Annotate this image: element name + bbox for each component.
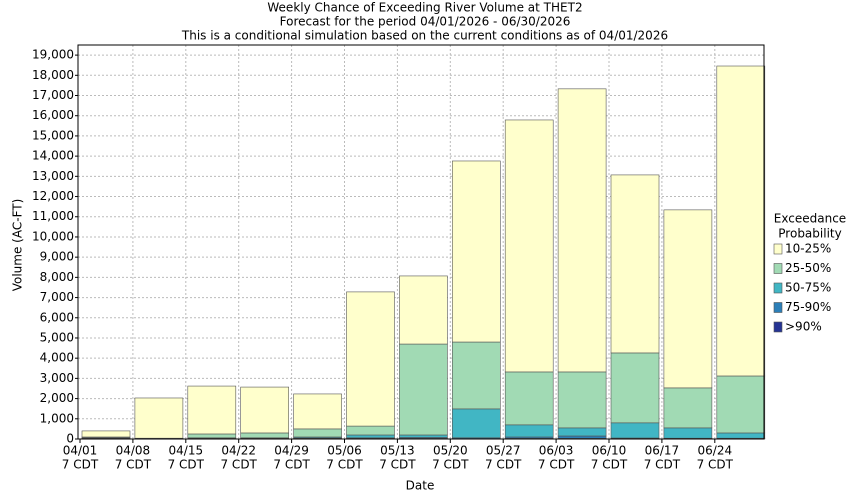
y-tick-label: 11,000 (32, 209, 74, 223)
y-tick-label: 19,000 (32, 48, 74, 62)
bar-segment (557, 427, 607, 437)
legend-label: 25-50% (785, 261, 831, 275)
bar-segment (557, 88, 607, 373)
legend-title: Exceedance (774, 212, 846, 226)
bar-segment (663, 209, 713, 389)
y-tick-label: 12,000 (32, 189, 74, 203)
y-tick-label: 0 (66, 432, 74, 446)
bar-segment (504, 424, 554, 438)
x-tick-label: 05/20 (433, 444, 468, 458)
chart-subtitle: Forecast for the period 04/01/2026 - 06/… (280, 15, 571, 29)
x-tick-label: 05/27 (486, 444, 521, 458)
bar-segment (399, 275, 448, 345)
bar-segment (451, 341, 501, 410)
legend-label: 10-25% (785, 242, 831, 256)
bar-segment (240, 432, 289, 439)
x-tick-sublabel: 7 CDT (220, 458, 257, 472)
x-tick-sublabel: 7 CDT (697, 458, 734, 472)
y-tick-label: 8,000 (40, 270, 74, 284)
bar-segment (187, 385, 237, 435)
bar-segment (610, 422, 660, 439)
bar-segment (610, 352, 660, 424)
y-tick-label: 2,000 (40, 391, 74, 405)
bar-segment (240, 386, 289, 434)
x-tick-label: 04/22 (221, 444, 256, 458)
x-axis-label: Date (406, 479, 435, 493)
y-tick-label: 3,000 (40, 371, 74, 385)
x-tick-sublabel: 7 CDT (168, 458, 205, 472)
y-tick-label: 10,000 (32, 229, 74, 243)
bar-segment (346, 425, 395, 436)
legend-label: 75-90% (785, 300, 831, 314)
legend-title: Probability (778, 227, 841, 241)
y-tick-label: 14,000 (32, 149, 74, 163)
legend-swatch (773, 263, 783, 274)
legend-label: >90% (785, 320, 822, 334)
x-tick-sublabel: 7 CDT (538, 458, 575, 472)
bar-segment (187, 433, 237, 439)
bar-segment (716, 65, 766, 377)
y-tick-label: 5,000 (40, 330, 74, 344)
bar-segment (663, 387, 713, 429)
x-tick-label: 06/24 (698, 444, 733, 458)
bar-segment (293, 393, 342, 430)
legend-swatch (773, 243, 783, 255)
x-tick-sublabel: 7 CDT (644, 458, 681, 472)
bar-segment (716, 432, 766, 439)
y-tick-label: 17,000 (32, 88, 74, 102)
plot-border (77, 44, 765, 440)
x-tick-label: 04/01 (63, 444, 98, 458)
bar-segment (346, 291, 395, 427)
y-tick-label: 9,000 (40, 250, 74, 264)
x-tick-label: 05/13 (380, 444, 415, 458)
bar-segment (451, 408, 501, 439)
x-tick-sublabel: 7 CDT (591, 458, 628, 472)
bar-segment (557, 371, 607, 429)
bar-segment (610, 174, 660, 354)
y-tick-label: 4,000 (40, 351, 74, 365)
chart-title: Weekly Chance of Exceeding River Volume … (267, 1, 582, 15)
x-tick-sublabel: 7 CDT (379, 458, 416, 472)
y-tick-label: 6,000 (40, 310, 74, 324)
bar-segment (399, 343, 448, 436)
x-tick-sublabel: 7 CDT (432, 458, 469, 472)
legend-swatch (773, 302, 783, 313)
y-axis-label: Volume (AC-FT) (11, 199, 25, 292)
x-tick-sublabel: 7 CDT (62, 458, 99, 472)
x-tick-label: 04/15 (169, 444, 204, 458)
x-tick-label: 06/03 (539, 444, 574, 458)
x-tick-sublabel: 7 CDT (115, 458, 152, 472)
chart-note: This is a conditional simulation based o… (181, 29, 668, 43)
x-tick-label: 04/08 (116, 444, 151, 458)
bar-segment (451, 160, 501, 343)
x-tick-sublabel: 7 CDT (485, 458, 522, 472)
bar-segment (399, 434, 448, 438)
bar-segment (557, 435, 607, 439)
bar-segment (346, 434, 395, 439)
legend-swatch (773, 282, 783, 294)
bar-segment (504, 371, 554, 426)
bar-segment (293, 428, 342, 438)
y-tick-label: 16,000 (32, 108, 74, 122)
legend-label: 50-75% (785, 281, 831, 295)
x-tick-sublabel: 7 CDT (273, 458, 310, 472)
x-tick-label: 04/29 (274, 444, 309, 458)
y-tick-label: 18,000 (32, 68, 74, 82)
x-tick-sublabel: 7 CDT (326, 458, 363, 472)
bar-segment (716, 375, 766, 434)
y-tick-label: 1,000 (40, 411, 74, 425)
bar-segment (504, 119, 554, 373)
x-tick-label: 06/17 (645, 444, 680, 458)
y-tick-label: 7,000 (40, 290, 74, 304)
x-tick-label: 05/06 (327, 444, 362, 458)
legend-swatch (773, 321, 783, 333)
y-tick-label: 15,000 (32, 128, 74, 142)
x-tick-label: 06/10 (592, 444, 627, 458)
bar-segment (663, 427, 713, 439)
bar-segment (134, 397, 184, 439)
y-tick-label: 13,000 (32, 169, 74, 183)
bar-segment (81, 430, 131, 438)
